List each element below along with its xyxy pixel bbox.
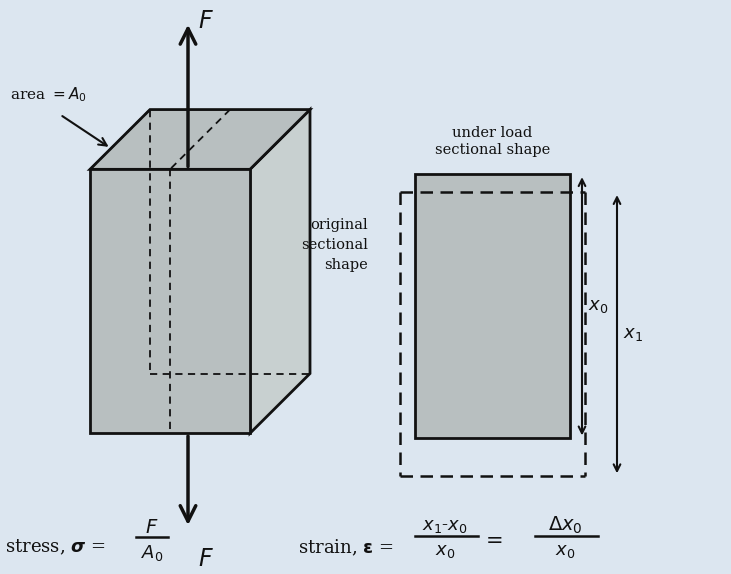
Text: $x_1$: $x_1$: [623, 325, 643, 343]
Text: sectional shape: sectional shape: [435, 144, 550, 157]
Text: $F$: $F$: [198, 10, 214, 33]
Text: stress, $\boldsymbol{\sigma}$ =: stress, $\boldsymbol{\sigma}$ =: [5, 538, 105, 557]
Polygon shape: [90, 169, 250, 433]
Text: under load: under load: [452, 126, 533, 141]
Text: $x_0$: $x_0$: [555, 542, 575, 560]
Text: sectional: sectional: [301, 238, 368, 252]
Text: $x_0$: $x_0$: [435, 542, 455, 560]
Text: $x_0$: $x_0$: [588, 297, 608, 315]
Text: $F$: $F$: [145, 519, 159, 537]
Text: $A_0$: $A_0$: [141, 543, 163, 563]
Text: strain, $\boldsymbol{\varepsilon}$ =: strain, $\boldsymbol{\varepsilon}$ =: [298, 538, 393, 558]
Text: original: original: [311, 218, 368, 232]
Text: $x_1$-$x_0$: $x_1$-$x_0$: [423, 517, 468, 535]
Bar: [415, 174, 570, 439]
Text: $=$: $=$: [481, 530, 503, 549]
Text: $\Delta x_0$: $\Delta x_0$: [548, 514, 583, 536]
Text: shape: shape: [325, 258, 368, 272]
Polygon shape: [90, 110, 310, 169]
Text: area $= A_0$: area $= A_0$: [10, 86, 86, 104]
Text: $F$: $F$: [198, 548, 214, 571]
Polygon shape: [250, 110, 310, 433]
